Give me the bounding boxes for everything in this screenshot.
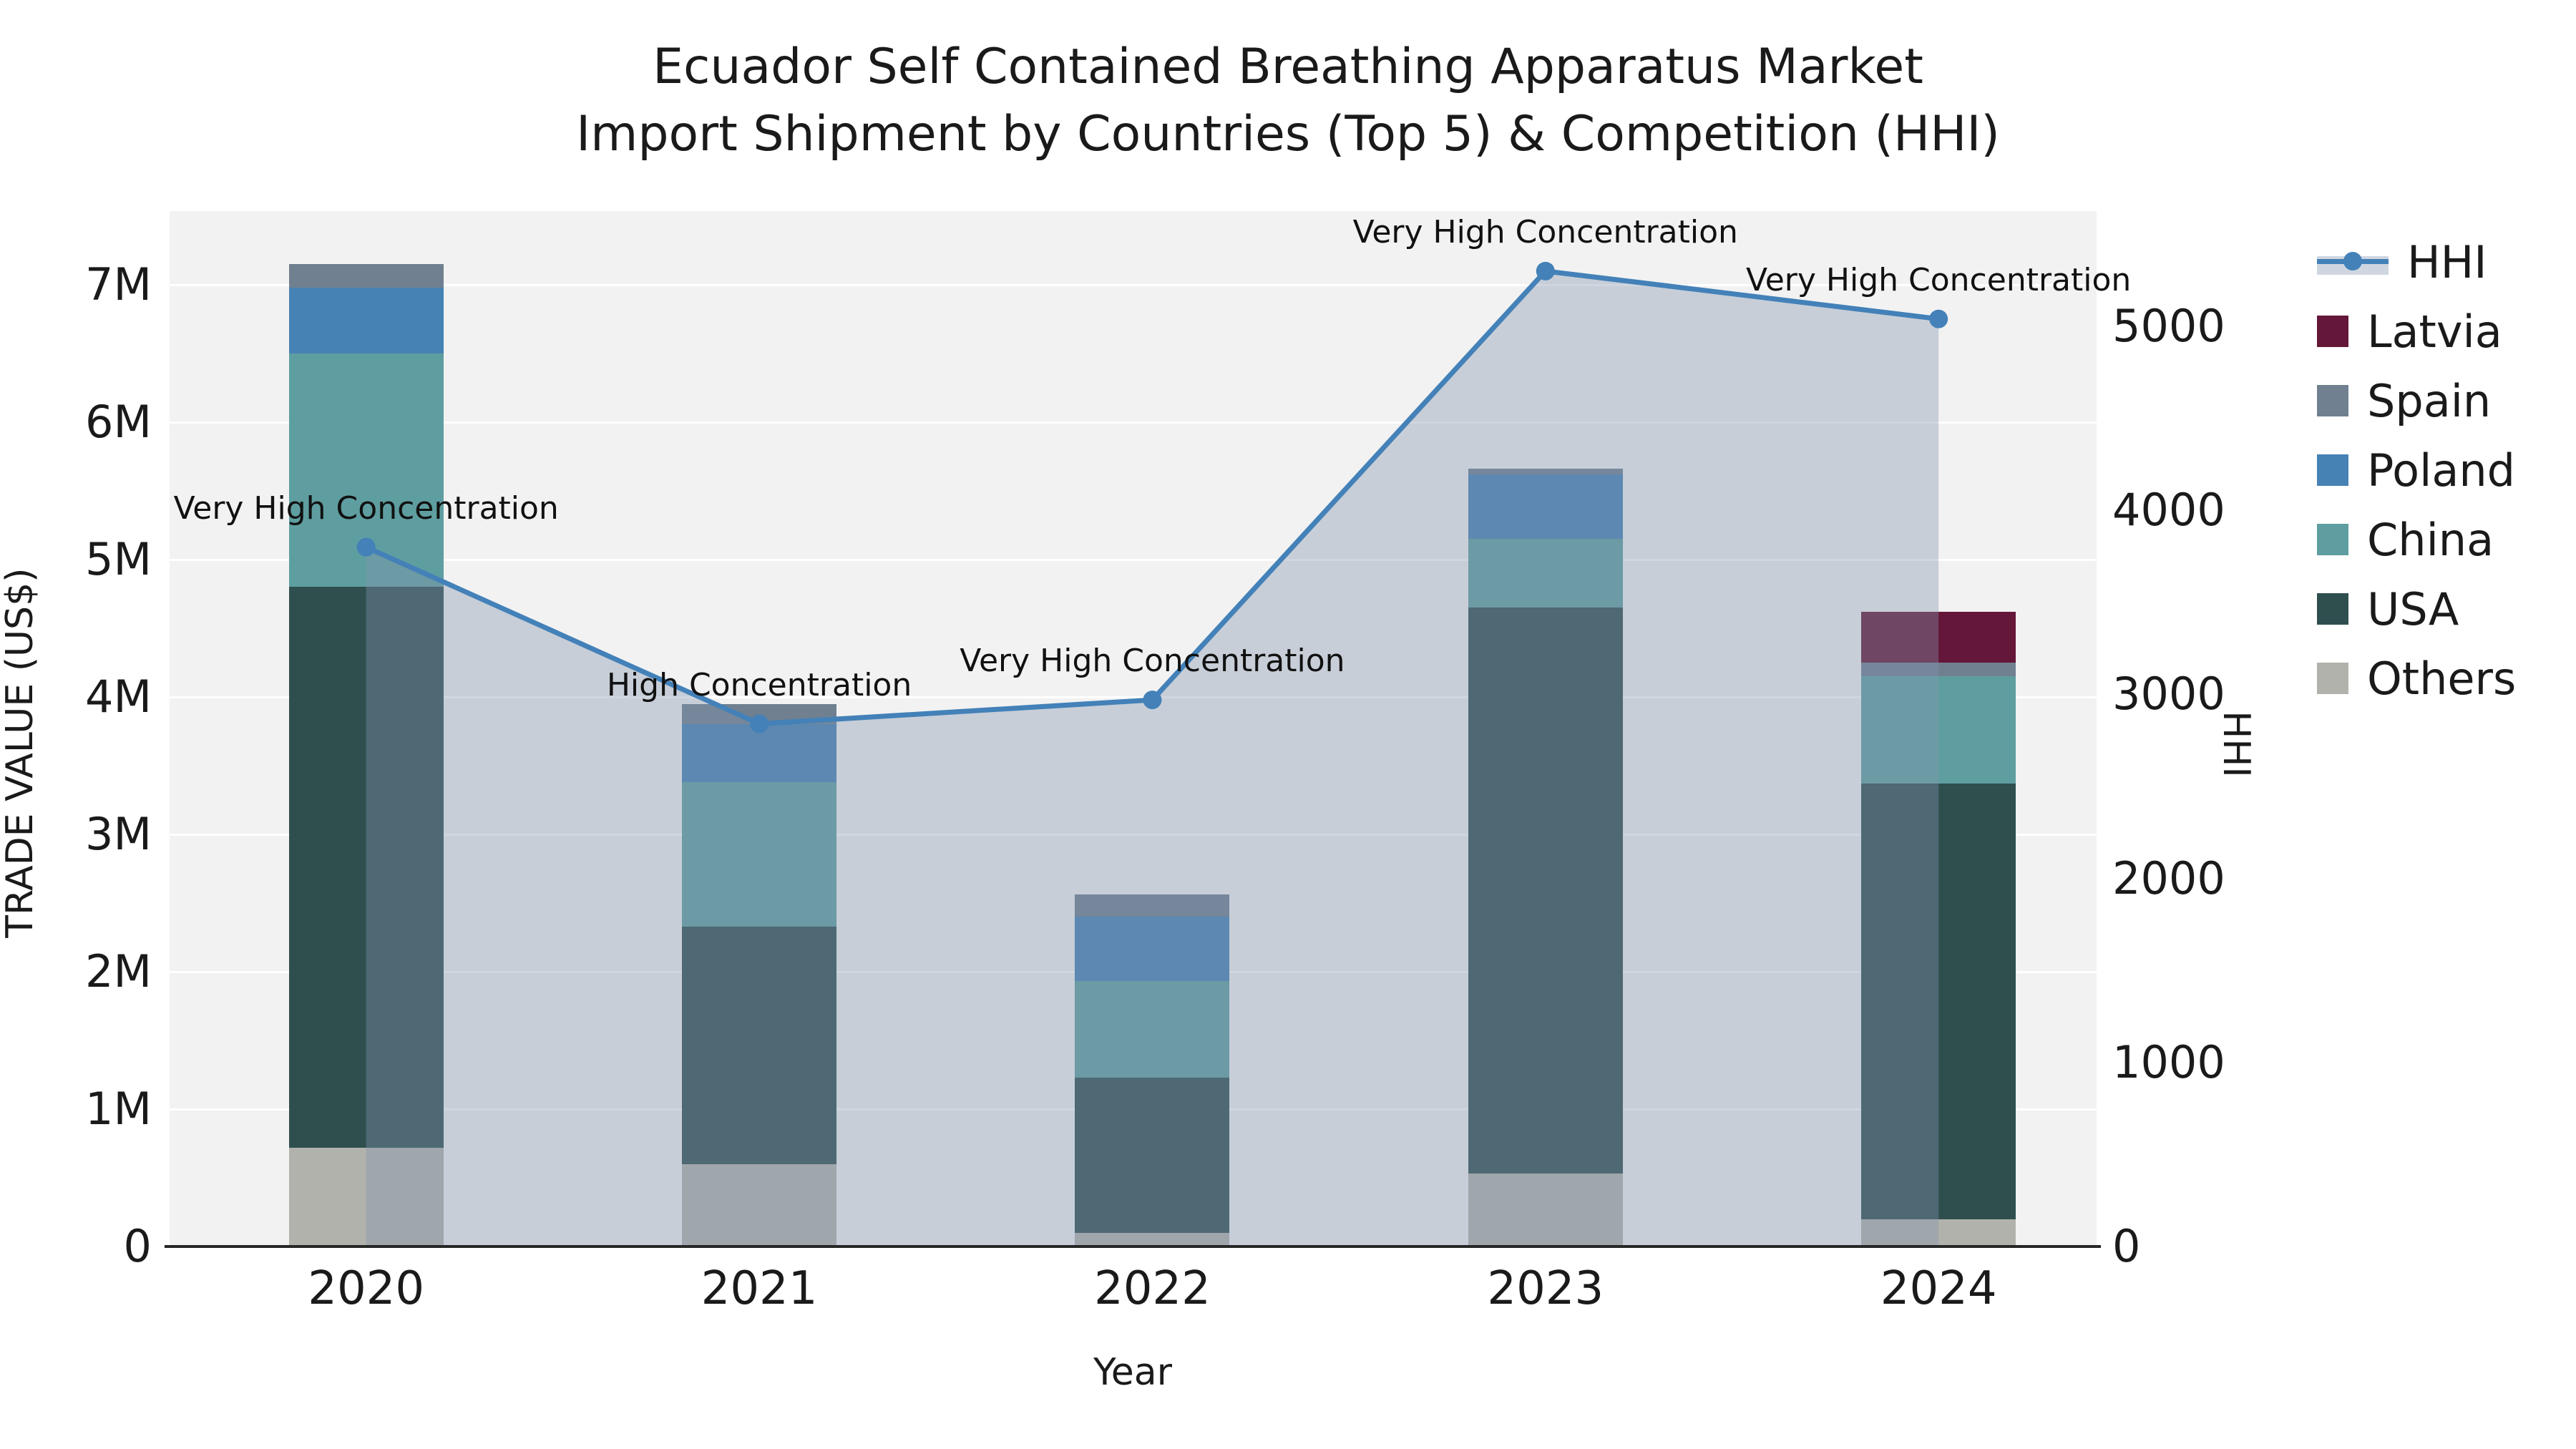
legend-swatch-china	[2317, 524, 2348, 555]
legend-label-others: Others	[2367, 652, 2517, 705]
hhi-line-sample-icon	[2317, 246, 2389, 278]
bar-segment-others-2023	[1468, 1174, 1623, 1246]
bar-segment-china-2024	[1861, 676, 2016, 784]
legend-label-usa: USA	[2367, 582, 2459, 635]
legend-label-poland: Poland	[2367, 444, 2515, 497]
hhi-marker-2023	[1536, 261, 1555, 280]
hhi-marker-2021	[750, 714, 769, 733]
annotation-2023: Very High Concentration	[1352, 213, 1738, 250]
legend-item-spain: Spain	[2317, 374, 2491, 428]
y-left-tick-2M: 2M	[85, 945, 152, 997]
annotation-2024: Very High Concentration	[1746, 261, 2132, 298]
bar-segment-china-2023	[1468, 539, 1623, 608]
x-tick-2024: 2024	[1880, 1262, 1997, 1315]
y-left-tick-4M: 4M	[85, 670, 152, 723]
legend-item-poland: Poland	[2317, 443, 2515, 497]
chart-title-line2: Import Shipment by Countries (Top 5) & C…	[576, 106, 2000, 162]
y-right-tick-3000: 3000	[2112, 668, 2225, 721]
annotation-2020: Very High Concentration	[173, 489, 559, 527]
legend-swatch-latvia	[2317, 316, 2348, 347]
y-right-tick-0: 0	[2112, 1220, 2141, 1272]
legend-label-latvia: Latvia	[2367, 305, 2502, 358]
bar-segment-china-2022	[1075, 981, 1230, 1078]
hhi-marker-2024	[1929, 309, 1948, 328]
bar-segment-china-2021	[682, 782, 837, 927]
y-left-tick-1M: 1M	[85, 1083, 152, 1135]
bar-segment-others-2022	[1075, 1232, 1230, 1246]
legend-item-usa: USA	[2317, 582, 2459, 636]
hhi-marker-2022	[1143, 691, 1162, 710]
bar-segment-poland-2022	[1075, 917, 1230, 982]
gridline-4M	[170, 696, 2097, 698]
chart-title-line1: Ecuador Self Contained Breathing Apparat…	[653, 39, 1923, 95]
bar-segment-usa-2023	[1468, 608, 1623, 1174]
legend-item-china: China	[2317, 512, 2494, 567]
legend-item-latvia: Latvia	[2317, 304, 2502, 358]
gridline-5M	[170, 558, 2097, 561]
legend-item-others: Others	[2317, 651, 2516, 706]
bar-segment-others-2020	[288, 1147, 444, 1246]
gridline-3M	[170, 833, 2097, 836]
hhi-area-fill	[366, 270, 1939, 1246]
y-right-tick-4000: 4000	[2112, 484, 2225, 537]
y-left-tick-7M: 7M	[85, 258, 152, 311]
hhi-marker-2020	[356, 537, 376, 557]
x-axis-label: Year	[1093, 1351, 1173, 1394]
y-right-tick-5000: 5000	[2112, 300, 2225, 352]
bar-segment-others-2024	[1861, 1219, 2016, 1246]
x-tick-2023: 2023	[1487, 1262, 1604, 1315]
bar-segment-poland-2023	[1468, 474, 1623, 540]
legend-swatch-usa	[2317, 593, 2348, 625]
hhi-overlay	[356, 261, 1948, 1246]
bar-segment-usa-2022	[1075, 1077, 1230, 1233]
bar-segment-others-2021	[682, 1163, 837, 1246]
legend-swatch-spain	[2317, 385, 2348, 416]
y-right-tick-1000: 1000	[2112, 1035, 2225, 1088]
gridline-6M	[170, 421, 2097, 424]
y-axis-label-right: HHI	[2214, 711, 2258, 778]
bar-segment-poland-2020	[288, 287, 444, 353]
bar-segment-usa-2021	[682, 926, 837, 1164]
plot-area: Very High Concentration High Concentratio…	[170, 211, 2131, 1246]
bar-segment-spain-2024	[1861, 663, 2016, 677]
legend-label-spain: Spain	[2367, 374, 2492, 427]
legend-label-hhi: HHI	[2407, 235, 2487, 288]
y-right-tick-2000: 2000	[2112, 852, 2225, 904]
legend-label-china: China	[2367, 513, 2494, 566]
bar-segment-usa-2024	[1861, 783, 2016, 1219]
y-left-tick-3M: 3M	[85, 808, 152, 860]
bar-segment-spain-2020	[288, 264, 444, 288]
gridline-7M	[170, 283, 2097, 286]
bar-segment-latvia-2024	[1861, 611, 2016, 663]
bar-segment-spain-2023	[1468, 469, 1623, 474]
bar-segment-usa-2020	[288, 587, 444, 1148]
y-left-tick-5M: 5M	[85, 533, 152, 585]
x-tick-2021: 2021	[701, 1262, 818, 1315]
legend-swatch-others	[2317, 663, 2348, 694]
bar-segment-spain-2022	[1075, 894, 1230, 917]
legend-swatch-poland	[2317, 454, 2348, 486]
x-axis-baseline	[165, 1245, 2101, 1248]
x-tick-2022: 2022	[1093, 1262, 1211, 1315]
y-left-tick-0: 0	[123, 1220, 152, 1272]
y-axis-label-left: TRADE VALUE (US$)	[0, 567, 42, 938]
y-left-tick-6M: 6M	[85, 396, 152, 448]
annotation-2022: Very High Concentration	[960, 643, 1345, 680]
bar-segment-poland-2021	[682, 724, 837, 783]
x-tick-2020: 2020	[308, 1262, 425, 1315]
legend-item-hhi: HHI	[2317, 235, 2487, 289]
annotation-2021: High Concentration	[606, 666, 912, 703]
